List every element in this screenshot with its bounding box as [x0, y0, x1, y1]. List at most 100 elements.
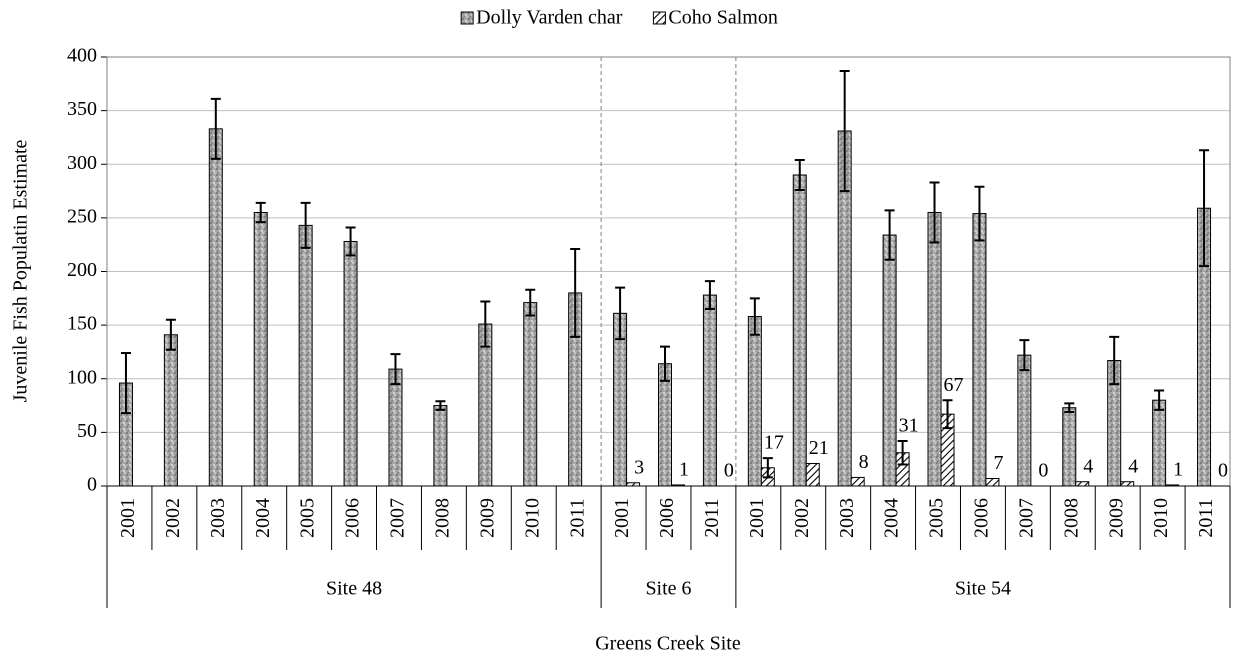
error-bar	[480, 300, 491, 348]
bar	[1165, 484, 1180, 487]
x-tick-label: 2006	[656, 498, 678, 538]
bar	[985, 477, 1000, 487]
y-tick-label: 50	[77, 420, 97, 442]
data-label: 0	[1038, 460, 1048, 482]
error-bar	[1019, 339, 1030, 372]
data-label: 0	[724, 460, 734, 482]
x-tick-label: 2009	[1105, 498, 1127, 538]
error-bar	[929, 181, 940, 244]
x-tick-label: 2011	[1195, 498, 1217, 537]
y-tick-label: 150	[67, 313, 97, 335]
group-label: Site 48	[326, 578, 382, 600]
bar	[927, 212, 942, 487]
x-tick-label: 2001	[611, 498, 633, 538]
bar	[523, 302, 538, 487]
bar	[208, 128, 223, 487]
data-label: 67	[944, 374, 964, 396]
bar	[658, 363, 672, 487]
data-label: 4	[1083, 455, 1093, 477]
y-tick-label: 0	[87, 474, 97, 496]
bar	[298, 224, 313, 487]
error-bar	[435, 400, 446, 411]
x-tick-label: 2005	[926, 498, 948, 538]
bar	[1152, 399, 1167, 487]
legend-label: Dolly Varden char	[476, 7, 623, 29]
x-tick-label: 2009	[476, 498, 498, 538]
data-label: 17	[764, 432, 784, 454]
bar	[626, 482, 641, 487]
legend-swatch	[460, 11, 474, 25]
bar	[747, 316, 762, 487]
bar	[882, 234, 897, 487]
x-tick-label: 2003	[836, 498, 858, 538]
error-bar	[1154, 389, 1165, 411]
error-bar	[897, 439, 908, 466]
data-label: 8	[859, 451, 869, 473]
x-tick-label: 2001	[117, 498, 139, 538]
error-bar	[120, 352, 131, 415]
error-bar	[794, 158, 805, 191]
error-bar	[1064, 402, 1075, 413]
error-bar	[525, 288, 536, 317]
bar	[433, 405, 448, 487]
data-label: 1	[1173, 459, 1183, 481]
x-tick-label: 2007	[387, 498, 409, 538]
group-label: Site 54	[955, 578, 1011, 600]
x-tick-label: 2004	[252, 498, 274, 538]
error-bar	[615, 286, 626, 341]
error-bar	[1199, 149, 1210, 268]
y-tick-label: 400	[67, 45, 97, 67]
error-bar	[210, 97, 221, 160]
data-label: 21	[809, 437, 829, 459]
bar	[388, 368, 403, 487]
error-bar	[660, 345, 670, 382]
bar	[163, 334, 178, 487]
data-label: 1	[679, 459, 689, 481]
error-bar	[255, 201, 266, 224]
x-tick-label: 2010	[521, 498, 543, 538]
x-tick-label: 2011	[701, 498, 723, 537]
error-bar	[704, 280, 715, 311]
x-tick-label: 2004	[881, 498, 903, 538]
x-tick-label: 2002	[162, 498, 184, 538]
bar	[253, 212, 268, 487]
bar	[1120, 481, 1135, 487]
error-bar	[884, 209, 895, 261]
bar	[478, 323, 493, 487]
bar	[343, 240, 358, 487]
y-tick-label: 200	[67, 259, 97, 281]
x-tick-label: 2003	[207, 498, 229, 538]
error-bar	[165, 318, 176, 351]
error-bar	[974, 185, 985, 242]
error-bar	[839, 69, 850, 193]
bar	[1075, 481, 1090, 487]
x-tick-label: 2005	[297, 498, 319, 538]
legend-swatch	[652, 11, 666, 25]
bar	[792, 174, 807, 487]
error-bar	[749, 297, 760, 336]
y-tick-label: 350	[67, 98, 97, 120]
y-tick-label: 300	[67, 152, 97, 174]
bar	[850, 476, 865, 487]
data-label: 4	[1128, 455, 1138, 477]
bar	[1017, 354, 1032, 487]
y-axis-label: Juvenile Fish Populatin Estimate	[10, 139, 32, 402]
x-axis-label: Greens Creek Site	[595, 633, 741, 655]
group-label: Site 6	[645, 578, 691, 600]
y-tick-label: 100	[67, 366, 97, 388]
error-bar	[942, 399, 953, 430]
bar	[702, 294, 717, 487]
bar	[972, 213, 987, 487]
x-tick-label: 2007	[1015, 498, 1037, 538]
data-label: 0	[1218, 460, 1228, 482]
bar	[805, 462, 820, 487]
error-bar	[1109, 335, 1120, 386]
x-tick-label: 2006	[971, 498, 993, 538]
bar	[1062, 407, 1077, 487]
error-bar	[300, 201, 311, 249]
error-bar	[570, 247, 581, 338]
data-label: 31	[899, 415, 919, 437]
x-tick-label: 2011	[566, 498, 588, 537]
